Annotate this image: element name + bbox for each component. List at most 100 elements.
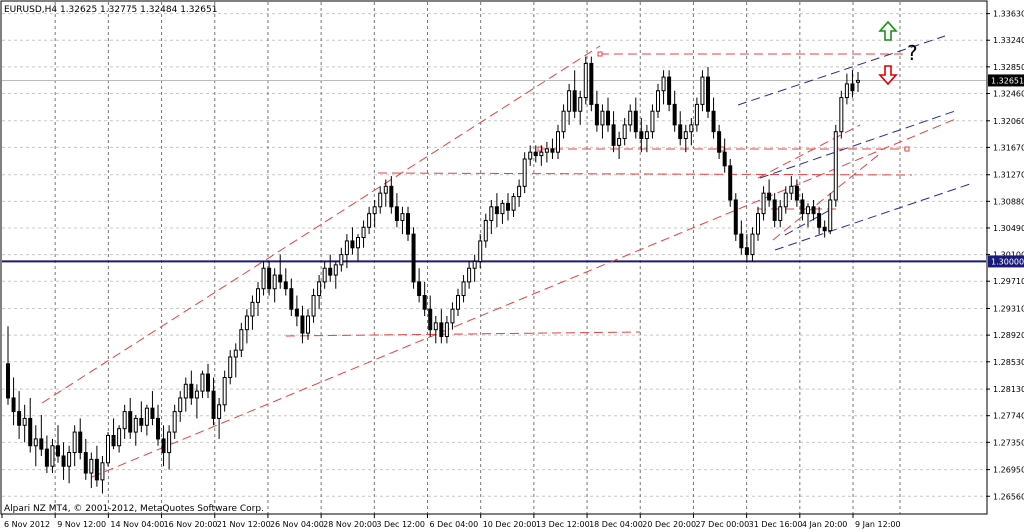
candle-body: [750, 233, 755, 256]
candle-body: [100, 462, 105, 481]
candle-body: [422, 295, 427, 310]
candle-body: [850, 83, 855, 92]
candle-body: [67, 452, 72, 467]
candle-body: [44, 448, 49, 467]
y-tick-label: 1.29710: [993, 277, 1024, 286]
y-tick-label: 1.27350: [993, 438, 1024, 447]
candle-body: [144, 407, 149, 426]
candle-body: [639, 131, 644, 140]
candle-body: [28, 417, 33, 447]
y-tick-label: 1.30100: [993, 251, 1024, 260]
candle-body: [483, 219, 488, 242]
candle-body: [306, 315, 310, 334]
y-tick-label: 1.28130: [993, 385, 1024, 394]
candle-body: [72, 431, 77, 454]
trendline: [285, 331, 641, 337]
copyright-text: Alpari NZ MT4, © 2001-2012, MetaQuotes S…: [4, 504, 264, 514]
candle-body: [478, 240, 483, 262]
candle-body: [267, 267, 272, 290]
x-tick-label: 20 Dec 20:00: [642, 520, 696, 529]
candle-body: [439, 322, 444, 338]
axis-layer: 1.33630 1.33240 1.32850 1.32460 1.32060 1.316…: [1, 10, 1024, 529]
candle-body: [467, 267, 472, 283]
y-tick-label: 1.30880: [993, 197, 1024, 206]
down-arrow-icon: [878, 65, 898, 86]
trendline: [757, 124, 861, 179]
candle-body: [294, 308, 299, 317]
candle-body: [333, 264, 338, 276]
x-tick-label: 16 Nov 20:00: [164, 520, 218, 529]
candle-body: [717, 131, 722, 153]
candle-body: [322, 267, 327, 283]
trendline: [91, 117, 959, 478]
trendline: [377, 172, 913, 176]
candle-body: [139, 417, 144, 426]
candle-body: [417, 281, 422, 297]
candle-body: [456, 295, 460, 310]
candle-body: [244, 315, 249, 331]
candle-body: [628, 110, 633, 126]
candle-body: [556, 131, 560, 153]
candle-body: [89, 458, 94, 474]
candle-body: [711, 110, 716, 133]
candle-body: [661, 76, 666, 92]
candle-body: [189, 383, 194, 399]
candle-body: [278, 274, 283, 283]
trendline: [772, 151, 883, 241]
candle-body: [722, 151, 727, 167]
candle-body: [767, 192, 772, 201]
candle-body: [206, 373, 210, 392]
candle-body: [739, 233, 744, 249]
candle-body: [761, 192, 766, 215]
trendline: [41, 45, 601, 404]
candle-body: [794, 185, 799, 201]
candle-body: [583, 62, 588, 99]
plot-frame: [0, 0, 988, 515]
x-tick-label: 6 Dec 04:00: [430, 520, 479, 529]
candle-body: [428, 308, 433, 331]
y-tick-label: 1.31670: [993, 143, 1024, 152]
current-price-label: 1.32651: [991, 76, 1024, 85]
x-tick-label: 4 Jan 20:00: [802, 520, 848, 529]
candle-body: [856, 79, 860, 83]
candle-body: [772, 199, 777, 221]
candle-body: [472, 260, 477, 269]
candle-body: [239, 329, 244, 351]
candle-body: [444, 322, 449, 338]
candle-body: [683, 131, 688, 140]
candle-body: [344, 240, 349, 256]
trendline-anchor: [597, 51, 603, 57]
candle-body: [106, 434, 110, 464]
candle-body: [300, 315, 305, 334]
candle-body: [528, 151, 533, 160]
x-tick-label: 13 Dec 12:00: [536, 520, 590, 529]
candle-body: [6, 363, 10, 399]
candle-body: [61, 455, 66, 467]
candle-body: [756, 213, 760, 235]
candle-body: [539, 151, 544, 157]
x-tick-label: 18 Dec 04:00: [589, 520, 643, 529]
candle-body: [678, 124, 683, 140]
candle-body: [489, 206, 494, 221]
candle-body: [633, 110, 638, 133]
candle-body: [50, 445, 55, 467]
candle-body: [622, 124, 627, 140]
candle-body: [200, 373, 205, 392]
candle-body: [494, 206, 499, 215]
candle-body: [289, 288, 294, 310]
candle-body: [789, 185, 794, 194]
candle-body: [83, 452, 88, 474]
candle-body: [378, 192, 383, 208]
candle-body: [533, 151, 538, 157]
candle-body: [733, 199, 738, 235]
candle-body: [250, 301, 255, 317]
candle-body: [178, 397, 183, 413]
candle-body: [833, 131, 838, 201]
question-mark-annotation: ?: [907, 41, 918, 65]
y-tick-label: 1.31270: [993, 171, 1024, 180]
candle-body: [356, 237, 360, 249]
candle-body: [283, 281, 288, 290]
candle-body: [611, 124, 616, 146]
candle-body: [506, 202, 510, 211]
